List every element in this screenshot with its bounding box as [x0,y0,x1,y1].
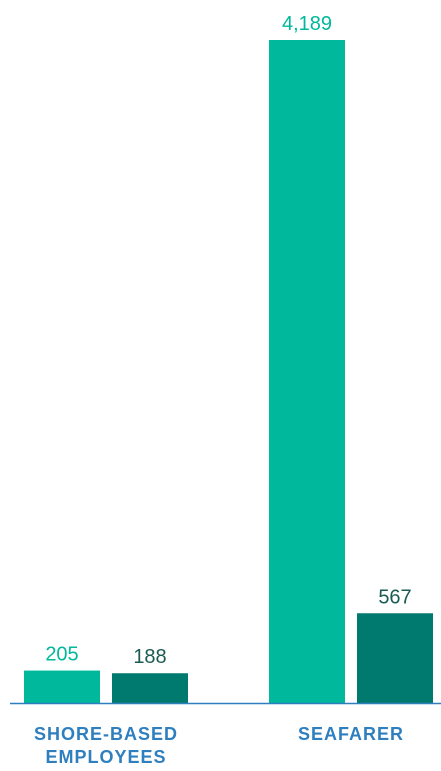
bar [269,40,345,703]
bar [24,670,100,703]
value-label: 4,189 [282,13,332,35]
value-label: 205 [45,644,78,666]
category-label: SEAFARER [297,724,404,744]
category-label: SHORE-BASED EMPLOYEES [33,724,178,767]
value-label: 188 [133,646,166,668]
bar [112,673,188,703]
value-label: 567 [378,586,411,608]
bar [357,613,433,703]
